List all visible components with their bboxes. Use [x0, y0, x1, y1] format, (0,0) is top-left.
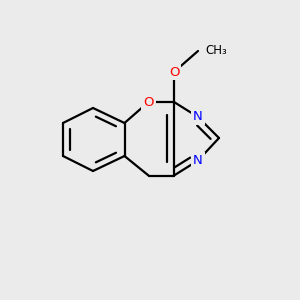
Text: O: O — [143, 95, 154, 109]
Text: N: N — [193, 154, 203, 167]
Text: CH₃: CH₃ — [206, 44, 227, 58]
Text: O: O — [169, 65, 179, 79]
Text: N: N — [193, 110, 203, 124]
